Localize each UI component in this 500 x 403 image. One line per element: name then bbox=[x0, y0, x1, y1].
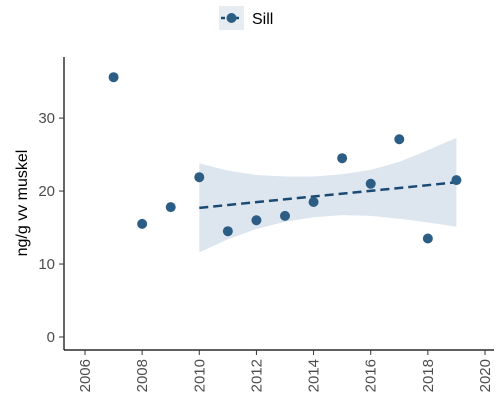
x-tick-label: 2020 bbox=[477, 359, 494, 392]
data-point bbox=[422, 233, 433, 244]
data-point bbox=[137, 218, 148, 229]
data-point bbox=[337, 153, 348, 164]
y-tick-label: 0 bbox=[47, 329, 55, 346]
data-point bbox=[108, 72, 119, 83]
legend-key-marker bbox=[226, 13, 237, 23]
data-point bbox=[222, 226, 233, 237]
data-point bbox=[394, 134, 405, 145]
data-point bbox=[280, 210, 290, 221]
data-point bbox=[165, 202, 176, 213]
y-axis-ticks: 0 10 20 30 bbox=[38, 110, 64, 346]
x-tick-label: 2006 bbox=[77, 359, 94, 392]
data-point bbox=[308, 197, 319, 207]
x-tick-label: 2014 bbox=[306, 359, 323, 392]
x-tick-label: 2016 bbox=[363, 359, 380, 392]
x-axis-ticks: 2006 2008 2010 2012 2014 2016 2018 2020 bbox=[77, 350, 494, 392]
trend-line bbox=[199, 181, 457, 210]
y-axis-title: ng/g vv muskel bbox=[14, 150, 31, 257]
x-tick-label: 2008 bbox=[134, 359, 151, 392]
points-layer bbox=[108, 72, 462, 244]
x-tick-label: 2018 bbox=[420, 359, 437, 392]
y-tick-label: 20 bbox=[38, 183, 55, 200]
trend-layer bbox=[199, 181, 457, 210]
x-tick-label: 2012 bbox=[248, 359, 265, 392]
data-point bbox=[451, 175, 462, 186]
legend-label: Sill bbox=[252, 11, 273, 28]
data-point bbox=[194, 172, 205, 183]
data-point bbox=[251, 215, 262, 226]
data-point bbox=[365, 178, 376, 189]
y-tick-label: 10 bbox=[38, 256, 55, 273]
x-tick-label: 2010 bbox=[191, 359, 208, 392]
y-tick-label: 30 bbox=[38, 110, 55, 127]
legend: Sill bbox=[219, 6, 273, 30]
